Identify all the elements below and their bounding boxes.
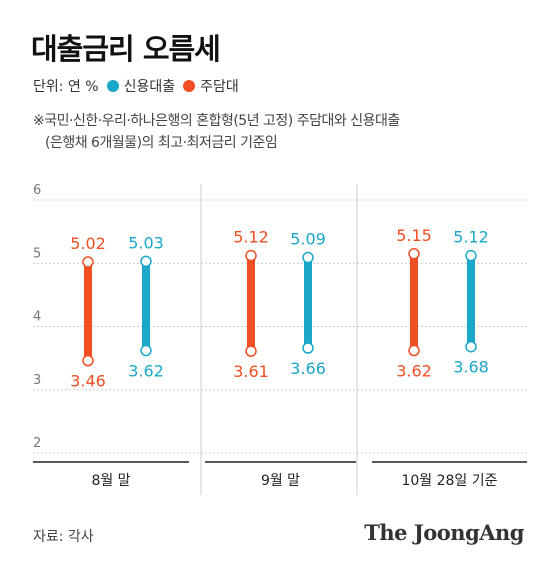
source-label: 자료: 각사 [33,529,94,545]
high-value-label: 5.02 [70,234,106,253]
high-value-label: 5.12 [233,228,269,247]
y-tick-label: 4 [33,310,41,325]
x-category-label: 10월 28일 기준 [401,473,497,489]
legend: 단위: 연 % 신용대출 주담대 [33,76,239,96]
low-point [140,344,152,357]
low-value-label: 3.62 [128,362,164,381]
low-point [302,342,314,354]
low-point [245,345,257,357]
high-value-label: 5.03 [128,233,164,252]
x-category-label: 8월 말 [91,473,130,489]
y-tick-label: 3 [33,373,41,388]
high-value-label: 5.09 [290,230,326,249]
low-point [408,344,420,357]
high-point [82,256,94,268]
high-point [302,251,314,264]
low-value-label: 3.62 [396,362,432,381]
high-point [140,255,152,268]
high-point [245,249,257,262]
low-value-label: 3.61 [233,362,269,381]
y-tick-label: 6 [33,183,41,198]
legend-label-mortgage: 주담대 [200,79,239,95]
y-tick-label: 5 [33,246,41,261]
legend-dot-mortgage [183,80,196,92]
high-point [465,249,477,262]
high-value-label: 5.12 [453,228,489,247]
footnote: ※국민·신한·우리·하나은행의 혼합형(5년 고정) 주담대와 신용대출 (은행… [33,110,533,154]
low-value-label: 3.66 [290,359,326,378]
low-point [465,340,477,353]
footnote-line-2: (은행채 6개월물)의 최고·최저금리 기준임 [45,135,278,151]
high-value-label: 5.15 [396,226,432,245]
low-value-label: 3.68 [453,358,489,377]
y-tick-label: 2 [33,436,41,451]
x-category-label: 9월 말 [261,473,300,489]
low-value-label: 3.46 [70,372,106,391]
legend-label-credit: 신용대출 [123,79,176,95]
footnote-line-1: ※국민·신한·우리·하나은행의 혼합형(5년 고정) 주담대와 신용대출 [33,113,400,129]
low-point [82,354,94,367]
page-title: 대출금리 오름세 [31,32,221,66]
high-point [408,248,420,260]
brand-logo: The JoongAng [364,520,524,545]
legend-dot-credit [106,80,119,92]
unit-label: 단위: 연 % [33,79,99,95]
